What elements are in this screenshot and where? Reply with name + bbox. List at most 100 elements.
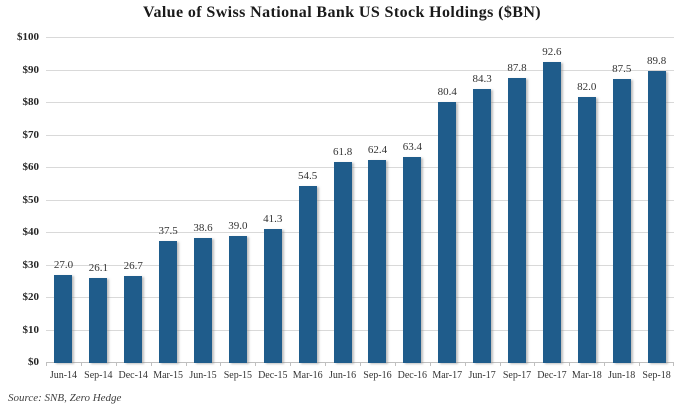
x-axis-tick-mark xyxy=(46,363,47,366)
bar-value-label: 92.6 xyxy=(542,46,562,59)
bar-value-label: 80.4 xyxy=(437,85,457,98)
bar-slot: 37.5 Mar-15 xyxy=(150,38,186,381)
bar xyxy=(473,89,492,363)
x-axis-tick-label: Sep-18 xyxy=(642,370,671,381)
y-axis-tick-label: $30 xyxy=(22,258,40,271)
bar-slot: 82.0 Mar-18 xyxy=(569,38,604,381)
y-axis-tick-label: $90 xyxy=(22,63,40,76)
x-axis-tick-mark xyxy=(673,363,675,366)
y-axis-tick-label: $70 xyxy=(22,128,40,141)
bar-slot: 54.5 Mar-16 xyxy=(290,38,325,381)
x-axis-tick-label: Jun-17 xyxy=(468,370,496,381)
x-axis-tick-label: Sep-16 xyxy=(363,370,392,381)
bar-value-label: 84.3 xyxy=(472,73,492,86)
x-axis-tick-mark xyxy=(290,363,292,366)
gridline: $50 xyxy=(23,194,674,206)
x-axis-tick-label: Mar-18 xyxy=(571,370,602,381)
bar-value-label: 87.8 xyxy=(507,61,527,74)
bar-slot: 27.0 Jun-14 xyxy=(46,38,81,381)
y-axis-tick-label: $20 xyxy=(22,291,40,303)
x-axis-tick-mark xyxy=(639,363,641,366)
bar-slot: 63.4 Dec-16 xyxy=(394,38,430,381)
x-axis-tick-mark xyxy=(80,363,82,366)
bar xyxy=(54,275,73,363)
x-axis-tick-label: Dec-16 xyxy=(397,370,428,381)
bar-slot: 92.6 Dec-17 xyxy=(534,38,569,381)
x-axis-tick-mark xyxy=(604,363,606,366)
bar-value-label: 63.4 xyxy=(402,140,422,153)
bar xyxy=(194,237,212,363)
bar-value-label: 61.8 xyxy=(332,146,353,159)
y-axis-tick-label: $80 xyxy=(22,96,40,108)
x-axis-tick-label: Dec-14 xyxy=(118,370,148,381)
bar xyxy=(647,71,666,363)
x-axis-tick-mark xyxy=(255,363,257,366)
x-axis-tick-label: Mar-16 xyxy=(292,370,323,381)
bar-slot: 39.0 Sep-15 xyxy=(220,38,255,381)
bar-slot: 87.5 Jun-18 xyxy=(604,38,639,381)
gridline: $80 xyxy=(23,96,674,108)
x-axis-tick-label: Jun-16 xyxy=(328,370,357,381)
x-axis-tick-mark xyxy=(569,363,571,366)
bar-slot: 84.3 Jun-17 xyxy=(464,38,500,381)
gridline: $90 xyxy=(23,64,674,76)
bars-row: 27.0 Jun-14 26.1 Sep-14 26.7 Dec-14 37.5 Mar-15… xyxy=(46,38,675,381)
x-axis-tick-mark xyxy=(115,363,117,366)
bar-value-label: 27.0 xyxy=(53,259,74,272)
y-axis-tick-label: $50 xyxy=(22,193,40,206)
bar-value-label: 38.6 xyxy=(193,221,213,234)
bar-slot: 26.1 Sep-14 xyxy=(80,38,116,381)
x-axis-tick-label: Mar-15 xyxy=(153,370,184,381)
y-axis-tick-label: $100 xyxy=(17,31,39,43)
bar-slot: 80.4 Mar-17 xyxy=(429,38,465,381)
bar xyxy=(612,78,631,363)
x-axis-tick-label: Dec-15 xyxy=(258,370,288,381)
chart-title: Value of Swiss National Bank US Stock Ho… xyxy=(142,4,542,21)
plot-area: $0 $10 $20 $30 $40 $50 $60 $70 $80 $90 $100 27.0 Ju… xyxy=(17,31,675,381)
x-axis-tick-mark xyxy=(499,363,501,366)
bar xyxy=(403,156,422,363)
y-axis-tick-label: $10 xyxy=(22,323,40,336)
y-axis-tick-label: $60 xyxy=(22,161,40,173)
x-axis-tick-mark xyxy=(325,363,327,366)
x-axis-tick-label: Sep-14 xyxy=(84,370,113,381)
bar-value-label: 87.5 xyxy=(612,62,632,75)
bar-value-label: 26.1 xyxy=(88,262,108,275)
x-axis-tick-label: Jun-14 xyxy=(49,370,78,381)
source-note: Source: SNB, Zero Hedge xyxy=(8,392,122,404)
y-axis-tick-label: $40 xyxy=(22,226,40,238)
bar-slot: 26.7 Dec-14 xyxy=(115,38,151,381)
bar-slot: 89.8 Sep-18 xyxy=(639,38,675,381)
x-axis-tick-mark xyxy=(429,363,431,366)
bar-slot: 38.6 Jun-15 xyxy=(185,38,221,381)
x-axis-tick-mark xyxy=(360,363,362,366)
bar-value-label: 54.5 xyxy=(298,169,318,182)
bar xyxy=(542,62,561,363)
bar xyxy=(577,96,596,363)
bar-value-label: 26.7 xyxy=(123,260,143,273)
bar-value-label: 41.3 xyxy=(263,212,283,225)
y-axis-tick-label: $0 xyxy=(28,356,39,368)
bar-value-label: 39.0 xyxy=(228,220,248,233)
gridline: $0 xyxy=(28,356,674,368)
bar-slot: 41.3 Dec-15 xyxy=(255,38,290,381)
x-axis-tick-label: Jun-15 xyxy=(189,370,217,381)
bar xyxy=(159,241,178,363)
x-axis-tick-mark xyxy=(150,363,152,366)
bar-slot: 87.8 Sep-17 xyxy=(499,38,535,381)
gridline: $30 xyxy=(23,259,674,271)
bar xyxy=(263,228,282,363)
gridline: $100 xyxy=(17,31,674,43)
gridline: $60 xyxy=(23,161,674,173)
gridline: $70 xyxy=(23,129,674,141)
gridline: $20 xyxy=(23,291,674,303)
bar-slot: 62.4 Sep-16 xyxy=(360,38,395,381)
x-axis-tick-mark xyxy=(185,363,187,366)
bar xyxy=(228,236,247,363)
bar xyxy=(508,77,527,363)
bar xyxy=(333,162,352,363)
gridline: $40 xyxy=(23,226,674,238)
bar xyxy=(368,160,387,363)
x-axis-tick-mark xyxy=(394,363,396,366)
